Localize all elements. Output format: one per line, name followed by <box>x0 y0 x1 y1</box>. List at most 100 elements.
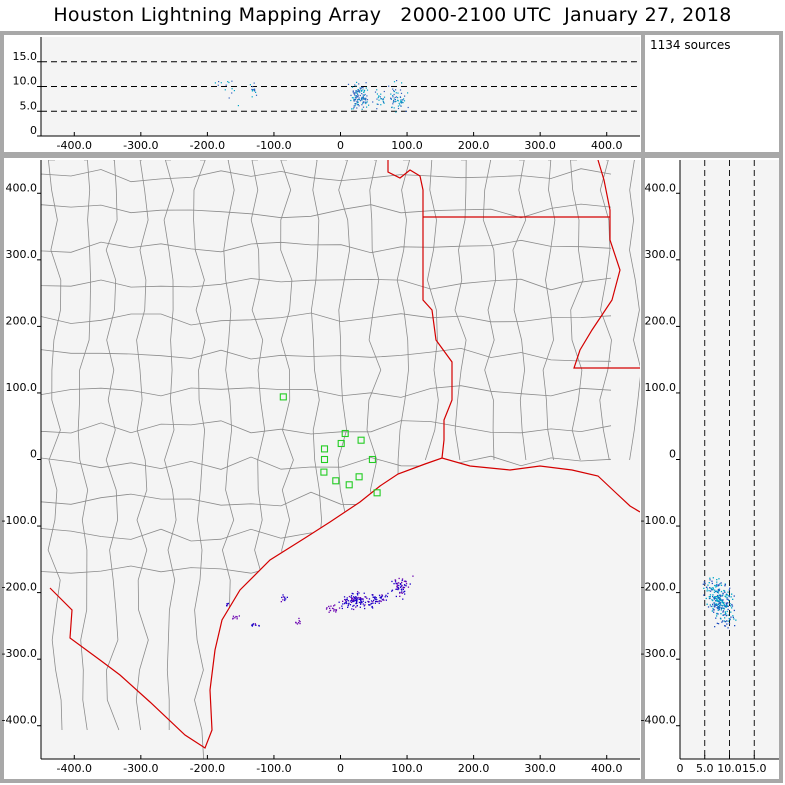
source-point <box>366 95 368 97</box>
source-point <box>345 601 347 603</box>
source-point <box>706 603 708 605</box>
source-point <box>368 601 370 603</box>
side-y-tick-label: -100.0 <box>641 514 676 527</box>
source-point <box>380 600 382 603</box>
source-point <box>393 583 395 585</box>
source-point <box>360 87 362 89</box>
source-point <box>718 609 720 611</box>
side-y-tick-label: 300.0 <box>645 248 677 261</box>
source-point <box>284 599 286 602</box>
source-point <box>728 599 730 601</box>
source-point <box>405 583 408 585</box>
source-point <box>710 587 712 589</box>
source-point <box>402 587 404 589</box>
source-point <box>352 97 354 99</box>
plan-y-tick-label: 300.0 <box>6 248 38 261</box>
source-point <box>355 95 357 97</box>
source-point <box>716 591 719 593</box>
source-point <box>252 623 254 625</box>
source-point <box>375 597 377 599</box>
source-point <box>365 97 367 99</box>
source-point <box>723 608 725 610</box>
source-point <box>715 586 717 588</box>
source-point <box>400 588 403 590</box>
source-point <box>711 582 713 585</box>
source-point <box>394 96 396 99</box>
source-point <box>280 601 282 603</box>
source-point <box>708 590 710 592</box>
source-point <box>718 584 720 586</box>
station-marker <box>341 429 349 438</box>
source-point <box>356 92 358 94</box>
source-point <box>733 618 735 620</box>
source-point <box>351 599 353 602</box>
source-point <box>374 596 376 598</box>
source-point <box>357 591 359 593</box>
source-point <box>725 594 727 596</box>
source-point <box>361 90 363 92</box>
source-point <box>375 600 378 603</box>
source-point <box>403 100 406 102</box>
source-point <box>386 595 388 598</box>
county-line <box>366 160 382 551</box>
source-point <box>335 609 337 612</box>
source-point <box>706 588 709 590</box>
source-point <box>364 607 366 610</box>
source-point <box>381 599 383 601</box>
county-line <box>41 203 612 219</box>
source-point <box>720 582 722 584</box>
source-point <box>731 603 733 606</box>
source-point <box>395 92 397 94</box>
plan-x-tick-label: 100.0 <box>391 762 423 775</box>
source-point <box>390 93 392 95</box>
station-marker <box>373 489 381 497</box>
source-point <box>359 87 361 89</box>
source-point <box>356 605 358 607</box>
source-point <box>378 600 380 602</box>
source-point <box>355 606 357 608</box>
source-point <box>400 583 402 586</box>
source-point <box>251 88 253 91</box>
source-point <box>352 593 354 595</box>
source-point <box>714 589 716 591</box>
source-point <box>330 605 332 607</box>
source-point <box>347 605 349 607</box>
source-point <box>360 89 362 91</box>
source-point <box>286 596 288 598</box>
plan-y-tick-label: -200.0 <box>2 581 37 594</box>
source-point <box>255 91 257 93</box>
source-point <box>380 98 382 100</box>
source-point <box>338 601 340 603</box>
source-point <box>724 584 726 586</box>
source-point <box>717 589 719 591</box>
source-point <box>715 590 717 592</box>
source-point <box>723 603 725 605</box>
source-point <box>347 600 349 602</box>
source-point <box>254 88 256 90</box>
source-point <box>716 581 718 583</box>
source-point <box>354 599 357 601</box>
altitude-sources <box>214 80 409 113</box>
source-point <box>709 579 711 581</box>
station-marker <box>345 481 353 489</box>
source-point <box>401 578 404 580</box>
source-point <box>254 90 256 92</box>
county-line <box>41 168 612 183</box>
source-point <box>400 105 402 107</box>
source-point <box>356 107 358 109</box>
altitude-x-tick-label: -400.0 <box>57 139 92 152</box>
source-point <box>351 608 353 610</box>
source-point <box>395 100 397 102</box>
source-point <box>407 106 409 109</box>
source-point <box>383 599 385 601</box>
source-point <box>366 89 369 91</box>
source-point <box>720 590 723 593</box>
altitude-x-tick-label: -300.0 <box>123 139 158 152</box>
plan-view-sources <box>226 575 414 627</box>
station-marker <box>320 445 329 453</box>
source-point <box>397 100 399 102</box>
source-point <box>728 595 730 597</box>
source-point <box>728 589 730 591</box>
source-point <box>732 616 734 618</box>
source-point <box>722 614 725 616</box>
